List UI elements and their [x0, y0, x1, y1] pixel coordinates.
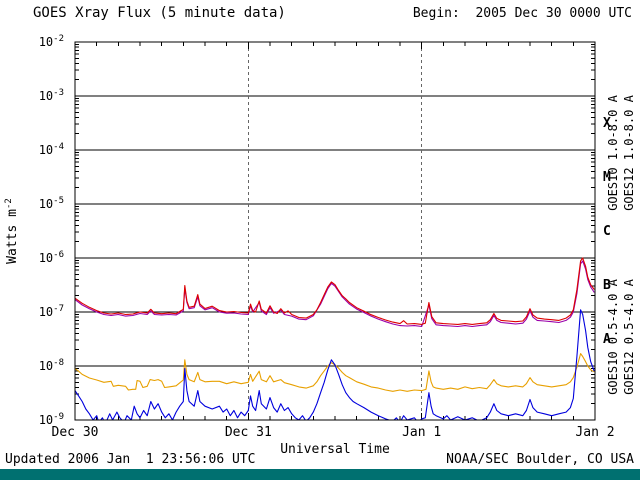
series-line-goes10-0-5-4-0-a — [75, 353, 595, 392]
svg-text:B: B — [603, 278, 611, 293]
grid-lines — [75, 95, 595, 367]
svg-text:Dec 31: Dec 31 — [225, 425, 272, 440]
series-line-goes12-0-5-4-0-a — [75, 309, 595, 420]
svg-text:X: X — [603, 116, 611, 131]
plot-border — [74, 41, 596, 421]
svg-text:Jan 2: Jan 2 — [575, 425, 614, 440]
svg-text:10-7: 10-7 — [39, 304, 64, 319]
data-series — [75, 257, 595, 420]
footer-bar — [0, 469, 640, 480]
chart-title: GOES Xray Flux (5 minute data) — [33, 5, 286, 21]
source-credit: NOAA/SEC Boulder, CO USA — [446, 452, 634, 467]
tick-marks — [75, 42, 595, 420]
series-line-goes10-1-0-8-0-a — [75, 260, 595, 328]
svg-text:10-5: 10-5 — [39, 196, 64, 211]
x-axis-label: Universal Time — [280, 442, 390, 457]
x-tick-labels: Dec 30 Dec 31 Jan 1 Jan 2 — [52, 425, 615, 440]
svg-text:10-8: 10-8 — [39, 358, 64, 373]
svg-text:C: C — [603, 224, 611, 239]
day-gridlines — [247, 42, 423, 420]
flare-class-labels: X M C B A — [603, 116, 611, 347]
svg-text:Jan 1: Jan 1 — [402, 425, 441, 440]
channel-label-goes10-0-5-4-0-a: GOES10 0.5-4.0 A — [606, 278, 620, 394]
svg-text:Dec 30: Dec 30 — [52, 425, 99, 440]
channel-labels: GOES10 1.0-8.0 A GOES12 1.0-8.0 A GOES10 0… — [606, 94, 636, 394]
y-axis-label: Watts m-2 — [4, 198, 20, 264]
y-tick-labels: 10-2 10-3 10-4 10-5 10-6 10-7 10-8 10-9 — [39, 34, 64, 427]
svg-text:10-6: 10-6 — [39, 250, 64, 265]
channel-label-goes10-1-0-8-0-a: GOES10 1.0-8.0 A — [606, 94, 620, 210]
svg-text:M: M — [603, 170, 611, 185]
channel-label-goes12-0-5-4-0-a: GOES12 0.5-4.0 A — [622, 278, 636, 394]
svg-text:A: A — [603, 332, 611, 347]
svg-text:10-9: 10-9 — [39, 412, 64, 427]
begin-time-label: Begin: 2005 Dec 30 0000 UTC — [412, 6, 632, 21]
updated-timestamp: Updated 2006 Jan 1 23:56:06 UTC — [5, 452, 256, 467]
svg-text:10-2: 10-2 — [39, 34, 64, 49]
svg-text:10-3: 10-3 — [39, 88, 64, 103]
series-line-goes12-1-0-8-0-a — [75, 257, 595, 325]
svg-text:10-4: 10-4 — [39, 142, 64, 157]
channel-label-goes12-1-0-8-0-a: GOES12 1.0-8.0 A — [622, 94, 636, 210]
